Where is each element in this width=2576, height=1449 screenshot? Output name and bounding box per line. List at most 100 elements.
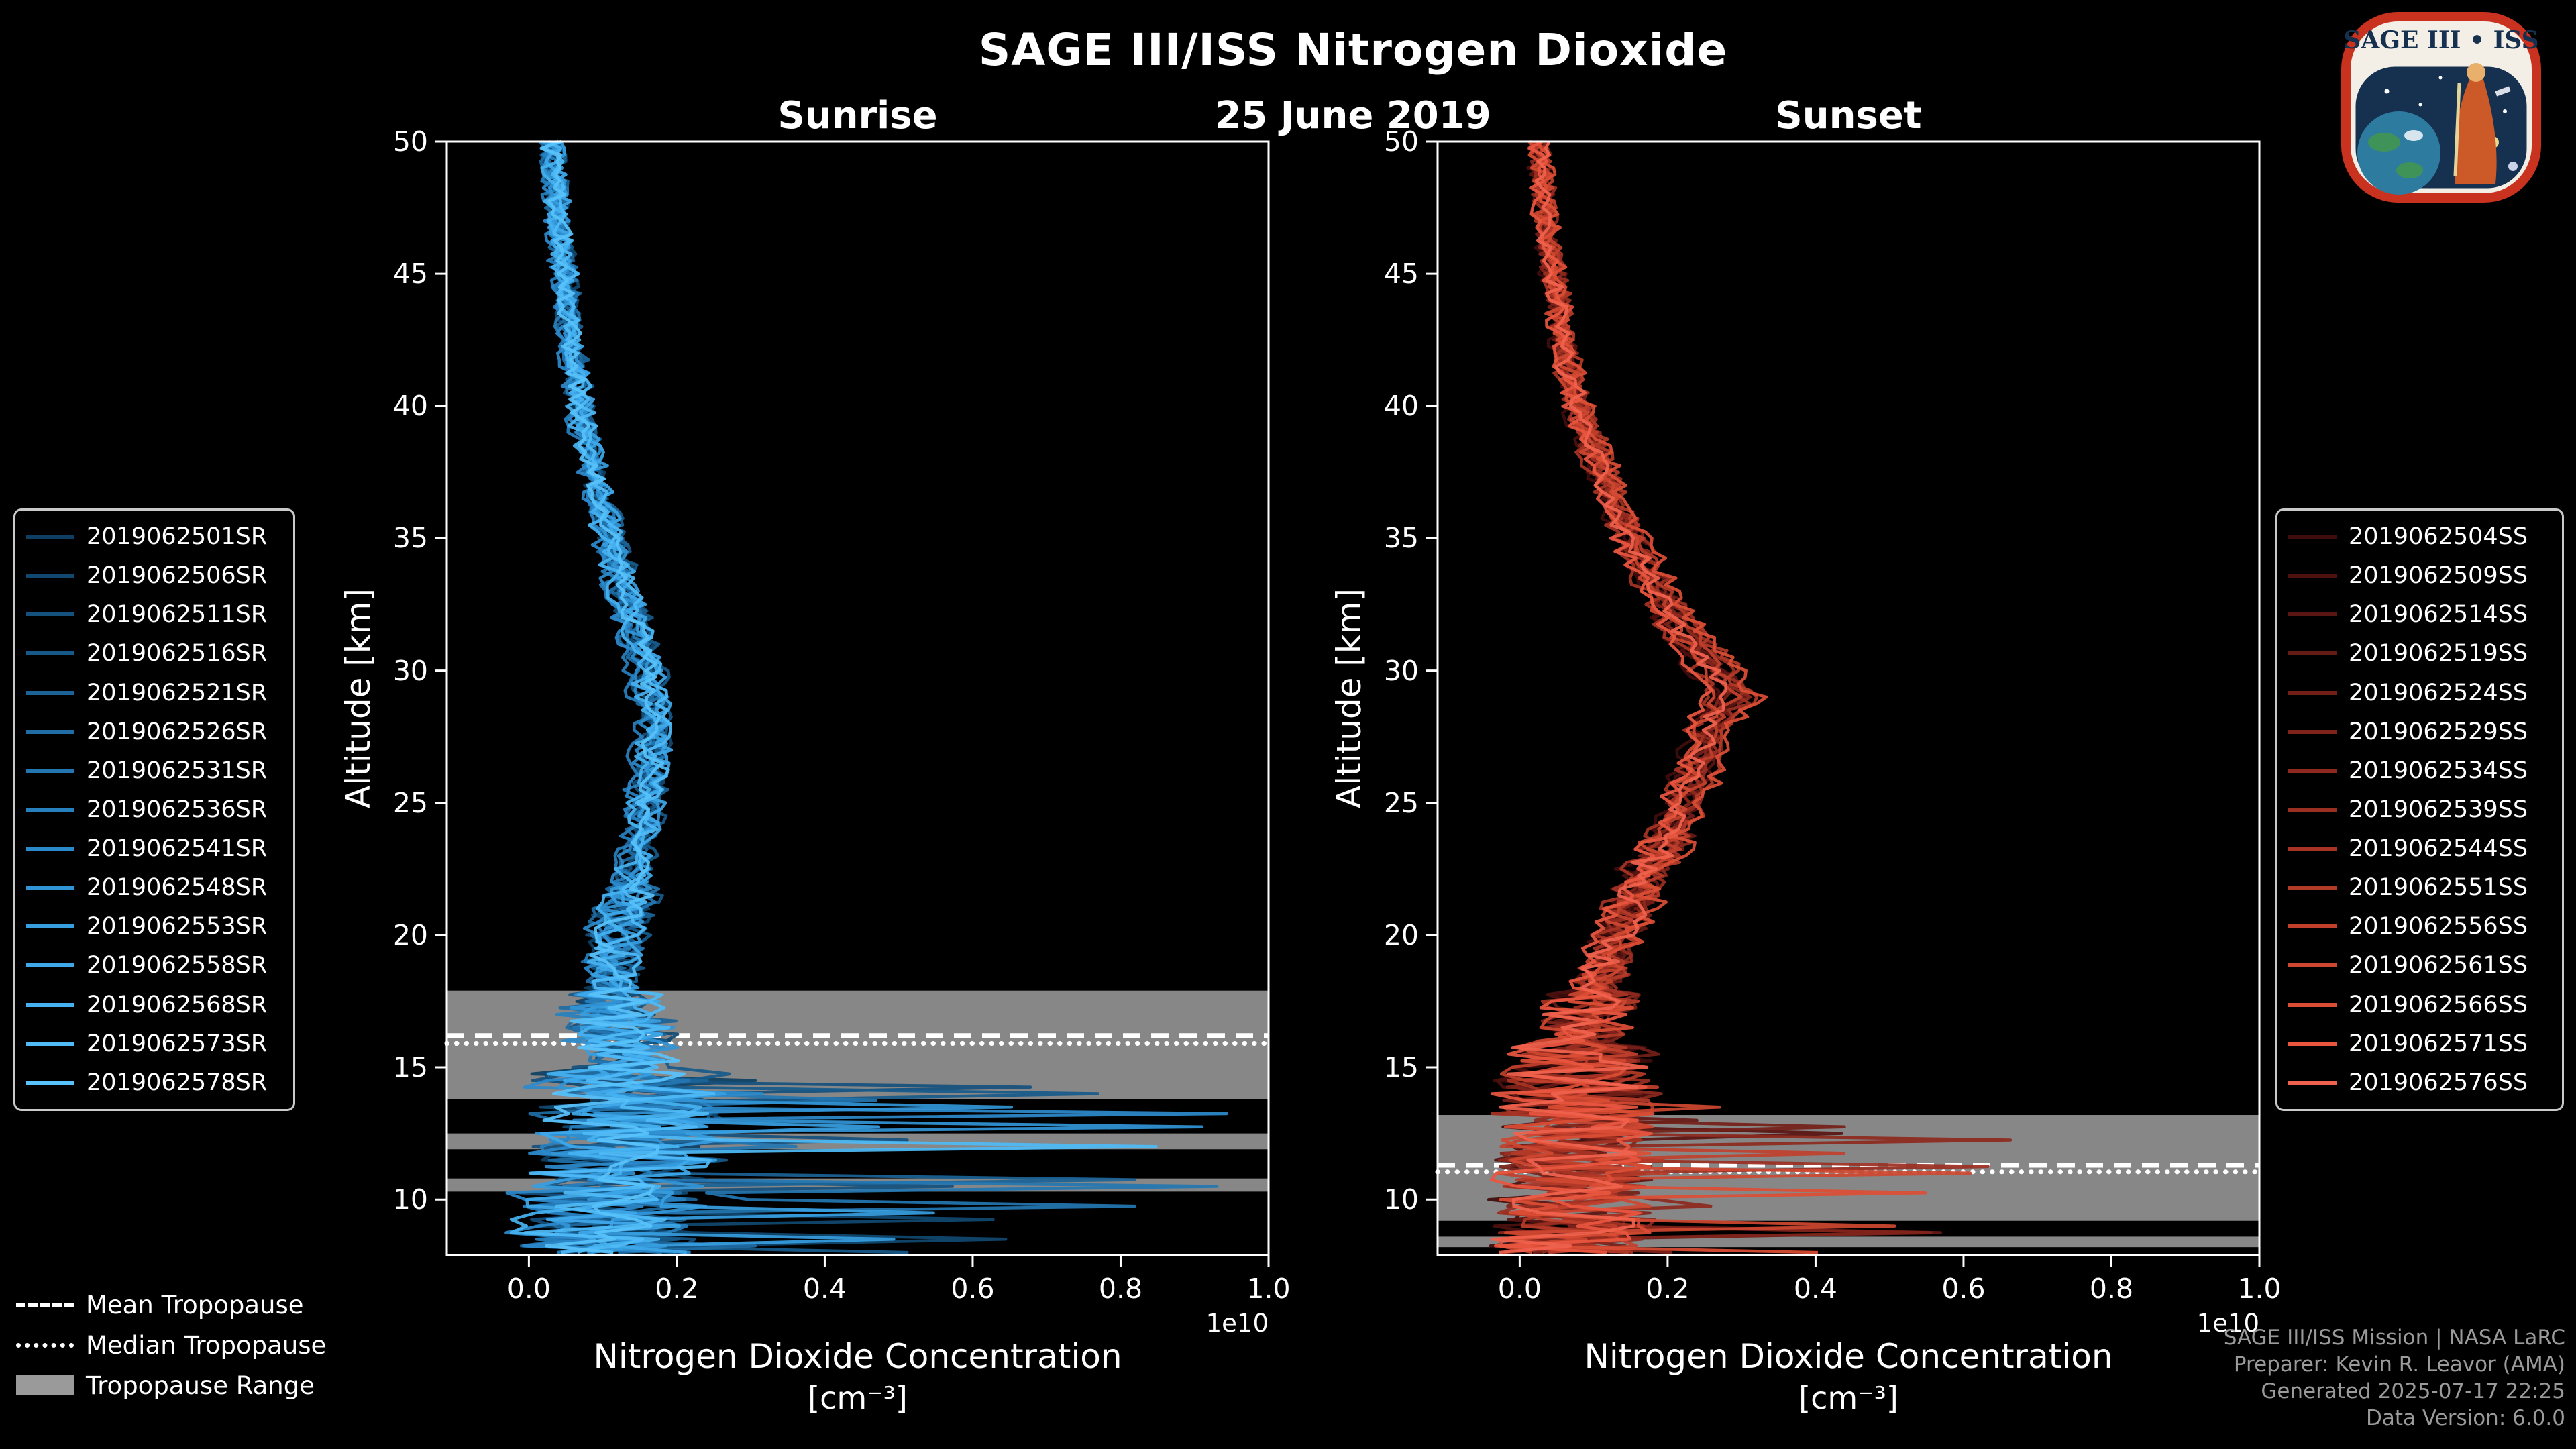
series-line [1489, 140, 1713, 1254]
subtitle-sunset: Sunset [1775, 94, 1922, 138]
legend-event-label: 2019062519SS [2349, 640, 2528, 667]
legend-event-label: 2019062544SS [2349, 835, 2528, 863]
y-tick-label: 20 [392, 918, 428, 951]
legend-item: 2019062568SR [26, 991, 282, 1018]
y-tick-label: 40 [392, 390, 428, 423]
x-tick-label: 0.0 [506, 1273, 551, 1305]
logo-earth-cloud [2404, 130, 2423, 141]
legend-event-label: 2019062566SS [2349, 991, 2528, 1018]
subtitle-sunrise: Sunrise [777, 94, 938, 138]
legend-event-label: 2019062536SR [87, 796, 268, 823]
legend-item: 2019062531SR [26, 757, 282, 784]
y-tick-label: 25 [392, 786, 428, 819]
legend-line-swatch [2288, 924, 2337, 929]
x-axis-units-label: [cm⁻³] [1799, 1380, 1898, 1416]
legend-event-label: 2019062514SS [2349, 601, 2528, 629]
credit-preparer: Preparer: Kevin R. Leavor (AMA) [2233, 1352, 2565, 1377]
legend-line-swatch [26, 574, 74, 578]
median-tropopause-label: Median Tropopause [86, 1330, 327, 1360]
legend-item: 2019062551SS [2288, 874, 2551, 901]
x-tick-label: 0.6 [951, 1273, 995, 1305]
legend-item: 2019062561SS [2288, 952, 2551, 979]
legend-sunrise-events: 2019062501SR 2019062506SR 2019062511SR 2019… [13, 508, 295, 1111]
legend-line-swatch [26, 768, 74, 773]
legend-line-swatch [26, 1080, 74, 1085]
legend-item: 2019062501SR [26, 523, 282, 550]
legend-event-label: 2019062516SR [87, 640, 268, 667]
legend-event-label: 2019062568SR [87, 991, 268, 1018]
series-line [1490, 140, 1728, 1254]
y-tick-label: 30 [1383, 654, 1419, 687]
legend-item: 2019062553SR [26, 913, 282, 940]
legend-item: 2019062514SS [2288, 601, 2551, 628]
logo-satellite [2495, 86, 2511, 97]
legend-event-label: 2019062553SR [87, 913, 268, 941]
legend-event-label: 2019062529SS [2349, 718, 2528, 745]
x-tick-label: 1.0 [1246, 1273, 1291, 1305]
tropopause-legend: Mean Tropopause Median Tropopause Tropop… [16, 1291, 327, 1400]
legend-line-swatch [26, 847, 74, 851]
legend-event-label: 2019062501SR [87, 523, 268, 551]
legend-event-label: 2019062539SS [2349, 796, 2528, 823]
legend-item: 2019062529SS [2288, 718, 2551, 745]
legend-event-label: 2019062551SS [2349, 874, 2528, 902]
legend-line-swatch [26, 1041, 74, 1046]
logo-planet [2508, 162, 2518, 171]
legend-line-swatch [26, 535, 74, 539]
legend-item: 2019062548SR [26, 874, 282, 901]
x-axis-offset-label: 1e10 [1205, 1309, 1269, 1338]
legend-line-swatch [26, 612, 74, 617]
legend-item: 2019062506SR [26, 562, 282, 589]
tropopause-legend-range: Tropopause Range [16, 1371, 326, 1400]
legend-item: 2019062534SS [2288, 757, 2551, 784]
legend-event-label: 2019062541SR [87, 835, 268, 863]
legend-line-swatch [26, 729, 74, 734]
x-tick-label: 0.4 [802, 1273, 847, 1305]
y-tick-label: 15 [392, 1051, 428, 1084]
legend-sunset-events: 2019062504SS 2019062509SS 2019062514SS 2019… [2275, 508, 2564, 1111]
legend-line-swatch [2288, 807, 2337, 812]
legend-line-swatch [2288, 651, 2337, 656]
legend-line-swatch [26, 651, 74, 656]
y-tick-label: 45 [1383, 258, 1419, 290]
y-tick-label: 20 [1383, 918, 1419, 951]
legend-line-swatch [26, 690, 74, 695]
legend-line-swatch [26, 924, 74, 929]
legend-line-swatch [2288, 847, 2337, 851]
legend-event-label: 2019062531SR [87, 757, 268, 784]
sage-iii-iss-logo: SAGE III • ISS [2340, 11, 2542, 204]
legend-item: 2019062516SR [26, 640, 282, 667]
legend-event-label: 2019062578SR [87, 1069, 268, 1096]
y-axis-label: Altitude [km] [1330, 588, 1368, 808]
x-tick-label: 0.8 [2089, 1273, 2134, 1305]
y-tick-label: 10 [392, 1183, 428, 1216]
axes-spines [445, 140, 1270, 1256]
legend-event-label: 2019062576SS [2349, 1069, 2528, 1096]
legend-item: 2019062576SS [2288, 1069, 2551, 1096]
subtitle-date: 25 June 2019 [1215, 94, 1491, 138]
legend-line-swatch [2288, 729, 2337, 734]
y-tick-label: 50 [1383, 125, 1419, 158]
logo-title: SAGE III • ISS [2343, 26, 2538, 54]
plot-panel-sunset: 0.0 0.2 0.4 0.6 0.8 1.0 10 15 20 25 30 35 40 45 50 1e10… [1330, 125, 2282, 1416]
credit-generated: Generated 2025-07-17 22:25 [2261, 1379, 2565, 1403]
tropopause-legend-mean: Mean Tropopause [16, 1291, 326, 1320]
legend-line-swatch [2288, 885, 2337, 890]
legend-item: 2019062541SR [26, 835, 282, 862]
legend-event-label: 2019062506SR [87, 562, 268, 590]
y-tick-label: 30 [392, 654, 428, 687]
legend-event-label: 2019062571SS [2349, 1030, 2528, 1057]
plot-svg-sunrise [435, 140, 1271, 1267]
logo-earth-continent [2368, 133, 2400, 152]
legend-item: 2019062556SS [2288, 913, 2551, 940]
median-tropopause-swatch [16, 1342, 74, 1348]
legend-item: 2019062539SS [2288, 796, 2551, 823]
x-axis-label: Nitrogen Dioxide Concentration [593, 1337, 1122, 1376]
credit-mission: SAGE III/ISS Mission | NASA LaRC [2223, 1326, 2565, 1350]
mean-tropopause-swatch [16, 1302, 74, 1307]
logo-star [2418, 103, 2422, 107]
legend-line-swatch [2288, 612, 2337, 617]
legend-line-swatch [26, 807, 74, 812]
legend-event-label: 2019062573SR [87, 1030, 268, 1057]
legend-item: 2019062578SR [26, 1069, 282, 1096]
